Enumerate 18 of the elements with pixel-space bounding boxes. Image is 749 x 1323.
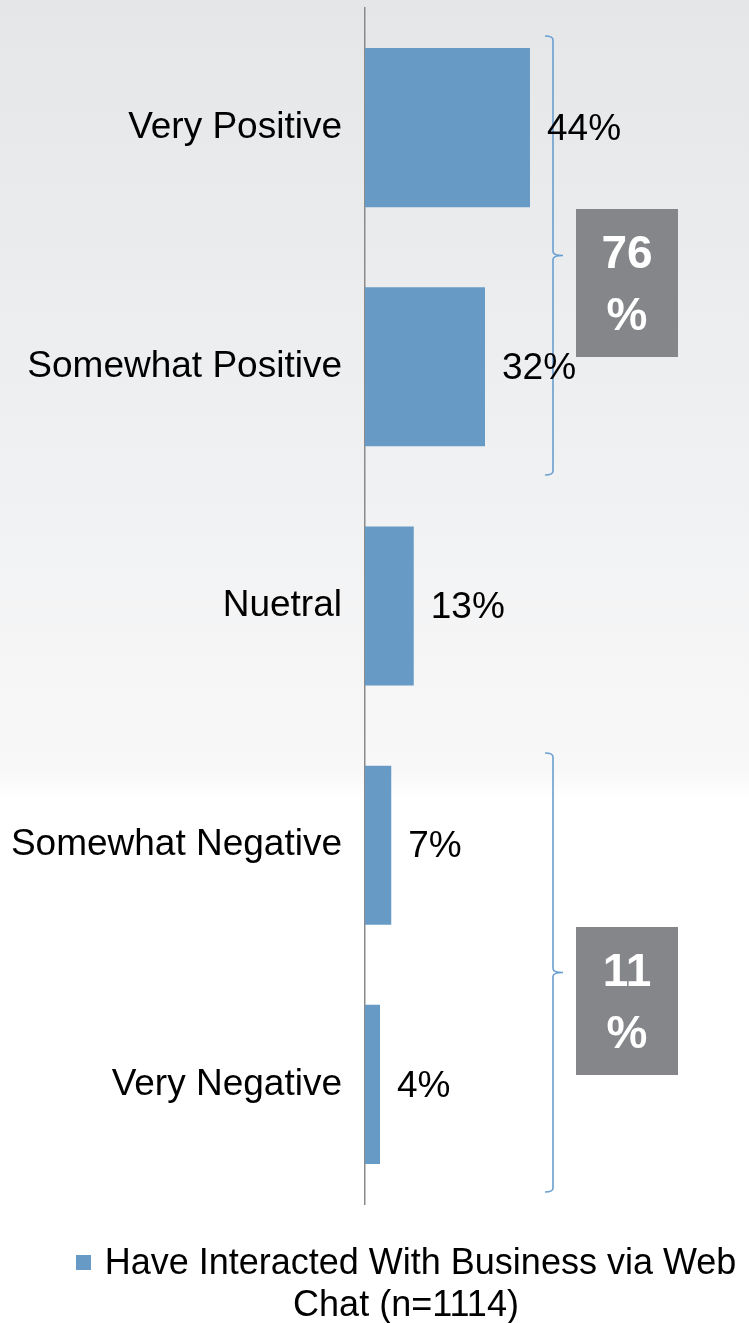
bar (365, 287, 485, 447)
data-label: 7% (408, 824, 462, 866)
y-tick-label: Somewhat Negative (10, 822, 342, 864)
bar (365, 1004, 380, 1164)
y-tick-label: Very Positive (128, 104, 342, 146)
y-tick-label: Very Negative (111, 1061, 342, 1103)
text: 76% (600, 224, 654, 342)
data-label: 13% (430, 585, 505, 627)
y-tick-label: Somewhat Positive (27, 344, 342, 385)
text: 11% (601, 942, 653, 1060)
data-label: 44% (547, 106, 622, 148)
bar (365, 526, 414, 686)
y-tick-label: Nuetral (222, 583, 342, 625)
bar (365, 765, 392, 925)
data-label: 4% (397, 1063, 451, 1105)
bar (365, 48, 530, 208)
legend-label: Have Interacted With Business via Web Chat (n=1114) (103, 1241, 737, 1323)
data-label: 32% (502, 346, 577, 387)
